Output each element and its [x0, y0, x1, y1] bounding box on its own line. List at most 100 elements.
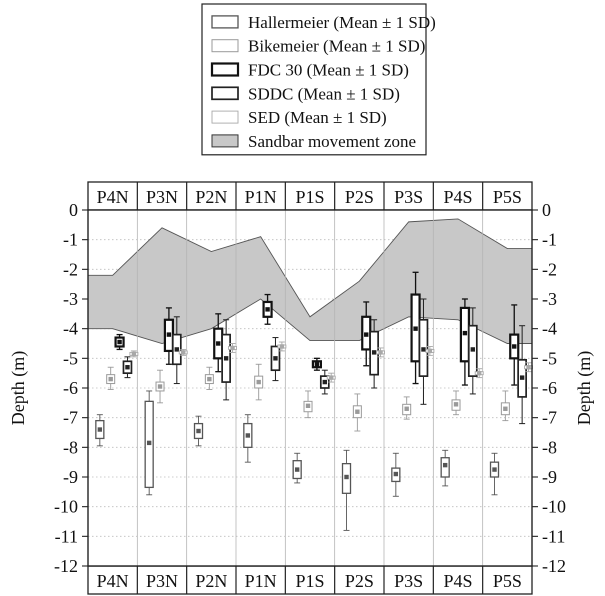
box-4-P2S: [376, 347, 385, 358]
box-0-P4N: [95, 414, 105, 447]
mean-marker: [146, 440, 152, 446]
ytick-label-left-3: -3: [63, 289, 78, 309]
mean-marker: [294, 467, 300, 472]
category-label-bottom-P4S: P4S: [443, 571, 472, 591]
ytick-label-right-7: -7: [542, 408, 557, 428]
mean-marker: [157, 384, 163, 389]
mean-marker: [371, 350, 377, 355]
category-label-bottom-P1S: P1S: [295, 571, 324, 591]
ytick-label-left-10: -10: [54, 497, 78, 517]
box-1-P5S: [500, 390, 510, 422]
mean-marker: [230, 345, 235, 351]
ytick-label-right-0: 0: [542, 200, 551, 220]
mean-marker: [442, 462, 448, 468]
mean-marker: [207, 376, 212, 382]
mean-marker: [245, 433, 251, 438]
box-4-P1N: [277, 341, 287, 352]
mean-marker: [526, 365, 531, 370]
category-label-bottom-P3S: P3S: [394, 571, 423, 591]
mean-marker: [427, 348, 433, 354]
ytick-label-left-5: -5: [63, 348, 78, 368]
category-label-bottom-P1N: P1N: [245, 571, 277, 591]
ytick-label-right-6: -6: [542, 378, 557, 398]
ytick-label-left-12: -12: [54, 556, 78, 576]
legend-swatch-zone: [211, 134, 239, 148]
ytick-label-right-5: -5: [542, 348, 557, 368]
mean-marker: [223, 356, 229, 361]
box-2-P1N: [262, 293, 273, 325]
mean-marker: [125, 365, 130, 370]
category-label-bottom-P4N: P4N: [97, 571, 129, 591]
mean-marker: [265, 307, 270, 312]
ytick-label-right-4: -4: [542, 319, 557, 339]
box-1-P2S: [352, 393, 362, 432]
category-label-top-P5S: P5S: [493, 187, 522, 207]
category-label-top-P3S: P3S: [394, 187, 423, 207]
ytick-label-left-8: -8: [63, 437, 78, 457]
legend-label-4: SED (Mean ± 1 SD): [248, 108, 387, 127]
box-4-P3S: [425, 346, 435, 356]
ytick-label-right-8: -8: [542, 437, 557, 457]
box-3-P1S: [319, 369, 330, 395]
mean-marker: [364, 332, 369, 337]
mean-marker: [453, 402, 459, 407]
category-label-top-P2N: P2N: [195, 187, 227, 207]
mean-marker: [322, 379, 327, 385]
box-1-P4N: [106, 366, 116, 390]
box-3-P5S: [517, 325, 527, 425]
category-label-top-P2S: P2S: [345, 187, 374, 207]
mean-marker: [305, 403, 311, 408]
mean-marker: [378, 350, 383, 355]
mean-marker: [279, 344, 285, 349]
ytick-label-right-12: -12: [542, 556, 566, 576]
box-2-P4N: [114, 333, 125, 351]
box-4-P2N: [228, 343, 237, 353]
mean-marker: [470, 347, 475, 352]
legend-swatch-4: [211, 110, 239, 124]
box-2-P1S: [311, 357, 323, 371]
box-3-P1N: [270, 337, 281, 382]
legend-label-0: Hallermeier (Mean ± 1 SD): [248, 13, 436, 32]
category-label-top-P1S: P1S: [295, 187, 324, 207]
ytick-label-right-2: -2: [542, 259, 557, 279]
box-0-P3S: [391, 452, 401, 497]
box-0-P5S: [489, 452, 500, 496]
legend-frame: [201, 3, 427, 156]
ytick-label-right-10: -10: [542, 497, 566, 517]
mean-marker: [329, 375, 334, 380]
mean-marker: [393, 471, 399, 477]
ytick-label-left-7: -7: [63, 408, 78, 428]
y-axis-title-left: Depth (m): [8, 351, 29, 425]
box-body: [440, 457, 450, 478]
mean-marker: [413, 326, 418, 331]
box-1-P1N: [254, 363, 264, 401]
box-0-P1N: [243, 414, 253, 463]
box-0-P2S: [341, 449, 352, 531]
mean-marker: [492, 467, 497, 472]
mean-marker: [166, 332, 172, 337]
ytick-label-left-1: -1: [63, 230, 78, 250]
box-4-P1S: [326, 372, 336, 383]
legend-swatch-3: [211, 86, 239, 101]
box-3-P4S: [467, 307, 478, 395]
mean-marker: [462, 330, 468, 336]
mean-marker: [117, 339, 122, 345]
legend-label-2: FDC 30 (Mean ± 1 SD): [248, 61, 409, 80]
mean-marker: [512, 344, 517, 349]
category-label-top-P4N: P4N: [97, 187, 129, 207]
category-label-top-P1N: P1N: [245, 187, 277, 207]
ytick-label-left-4: -4: [63, 319, 78, 339]
box-3-P3S: [418, 298, 429, 405]
box-1-P4S: [451, 390, 461, 416]
box-3-P4N: [122, 356, 133, 379]
category-label-top-P4S: P4S: [443, 187, 472, 207]
mean-marker: [97, 427, 103, 432]
box-1-P2N: [204, 366, 214, 390]
legend-label-1: Bikemeier (Mean ± 1 SD): [248, 37, 425, 56]
plot-area: P4N P4N P3N P3N P2N P2N P1N P1N P1S P1S P2S P2S P3S P…: [8, 181, 595, 595]
legend-label-zone: Sandbar movement zone: [248, 132, 416, 151]
ytick-label-right-3: -3: [542, 289, 557, 309]
category-label-bottom-P3N: P3N: [146, 571, 178, 591]
legend-swatch-2: [210, 62, 240, 77]
mean-marker: [108, 376, 113, 382]
